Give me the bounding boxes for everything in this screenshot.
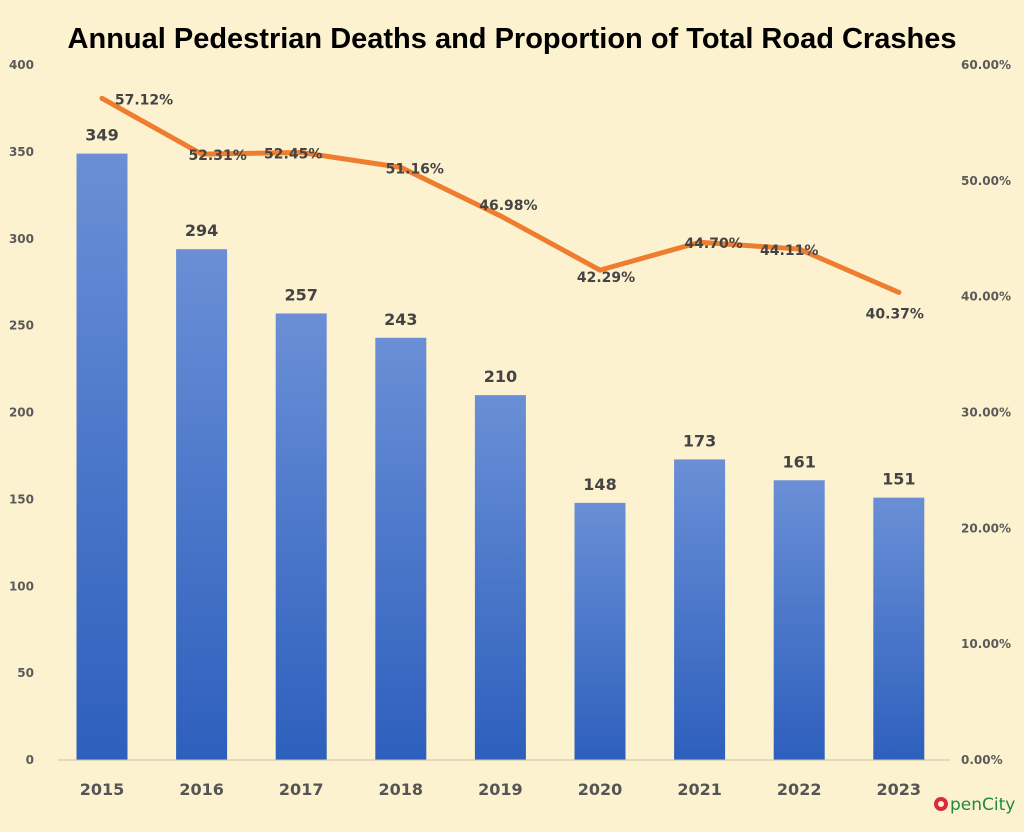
logo-mark-inner — [938, 801, 944, 807]
bar — [873, 497, 925, 760]
x-tick-label: 2019 — [478, 780, 523, 799]
left-tick-label: 0 — [26, 753, 34, 767]
x-tick-label: 2020 — [578, 780, 623, 799]
line-series — [58, 95, 950, 761]
line-point — [796, 246, 802, 252]
line-value-label: 44.11% — [760, 243, 818, 259]
line-point — [298, 149, 304, 155]
left-tick-label: 400 — [9, 58, 34, 72]
right-tick-label: 60.00% — [961, 58, 1011, 72]
left-axis-ticks: 0 50 100 150 200 250 300 350 400 — [9, 58, 34, 767]
x-tick-label: 2018 — [379, 780, 424, 799]
line-value-label: 51.16% — [386, 161, 444, 177]
line-value-label: 52.45% — [264, 146, 322, 162]
left-tick-label: 200 — [9, 406, 34, 420]
bar — [574, 502, 626, 760]
x-tick-label: 2016 — [179, 780, 224, 799]
logo-text: penCity — [950, 795, 1015, 815]
bar-series — [76, 153, 925, 761]
line-value-label: 57.12% — [115, 92, 173, 108]
line-value-label: 52.31% — [188, 148, 246, 164]
x-tick-label: 2015 — [80, 780, 125, 799]
right-tick-label: 50.00% — [961, 174, 1011, 188]
line-point — [99, 95, 105, 101]
line-value-label: 42.29% — [577, 270, 635, 286]
bar — [474, 395, 526, 760]
left-tick-label: 350 — [9, 145, 34, 159]
left-tick-label: 100 — [9, 579, 34, 593]
x-axis-ticks: 2015 2016 2017 2018 2019 2020 2021 2022 2023 — [80, 780, 921, 799]
x-tick-label: 2022 — [777, 780, 822, 799]
line-value-label: 44.70% — [684, 236, 742, 252]
bar — [773, 480, 825, 760]
right-tick-label: 10.00% — [961, 637, 1011, 651]
right-axis-ticks: 0.00% 10.00% 20.00% 30.00% 40.00% 50.00% 60.00… — [961, 58, 1011, 767]
left-tick-label: 250 — [9, 319, 34, 333]
x-tick-label: 2021 — [677, 780, 722, 799]
right-tick-label: 30.00% — [961, 406, 1011, 420]
right-tick-label: 0.00% — [961, 753, 1003, 767]
line-point — [597, 267, 603, 273]
bar — [375, 337, 427, 760]
bar-value-label: 243 — [384, 310, 417, 329]
line-value-labels: 57.12% 52.31% 52.45% 51.16% 46.98% 42.29% 44.7… — [115, 92, 924, 322]
bar — [275, 313, 327, 760]
line-point — [497, 213, 503, 219]
bar-value-label: 151 — [882, 470, 915, 489]
left-tick-label: 50 — [17, 666, 34, 680]
line-point — [398, 164, 404, 170]
bar — [76, 153, 128, 761]
line-value-label: 40.37% — [866, 306, 924, 322]
right-tick-label: 40.00% — [961, 290, 1011, 304]
bar-value-label: 294 — [185, 221, 218, 240]
bar — [674, 459, 726, 760]
bar-value-label: 210 — [484, 367, 517, 386]
left-tick-label: 300 — [9, 232, 34, 246]
bar-value-labels: 349 294 257 243 210 148 173 161 151 — [85, 126, 915, 494]
right-tick-label: 20.00% — [961, 521, 1011, 535]
x-tick-label: 2023 — [877, 780, 922, 799]
line-point — [199, 151, 205, 157]
left-tick-label: 150 — [9, 492, 34, 506]
opencity-logo: penCity — [934, 795, 1015, 815]
chart-title: Annual Pedestrian Deaths and Proportion … — [68, 23, 957, 55]
line-point — [697, 239, 703, 245]
line-value-label: 46.98% — [479, 198, 537, 214]
bar-value-label: 173 — [683, 431, 716, 450]
bar-value-label: 161 — [782, 452, 815, 471]
x-tick-label: 2017 — [279, 780, 324, 799]
bar-value-label: 257 — [284, 285, 317, 304]
bar-value-label: 148 — [583, 475, 616, 494]
bar-value-label: 349 — [85, 126, 118, 145]
line-point — [896, 289, 902, 295]
bar — [176, 249, 228, 761]
